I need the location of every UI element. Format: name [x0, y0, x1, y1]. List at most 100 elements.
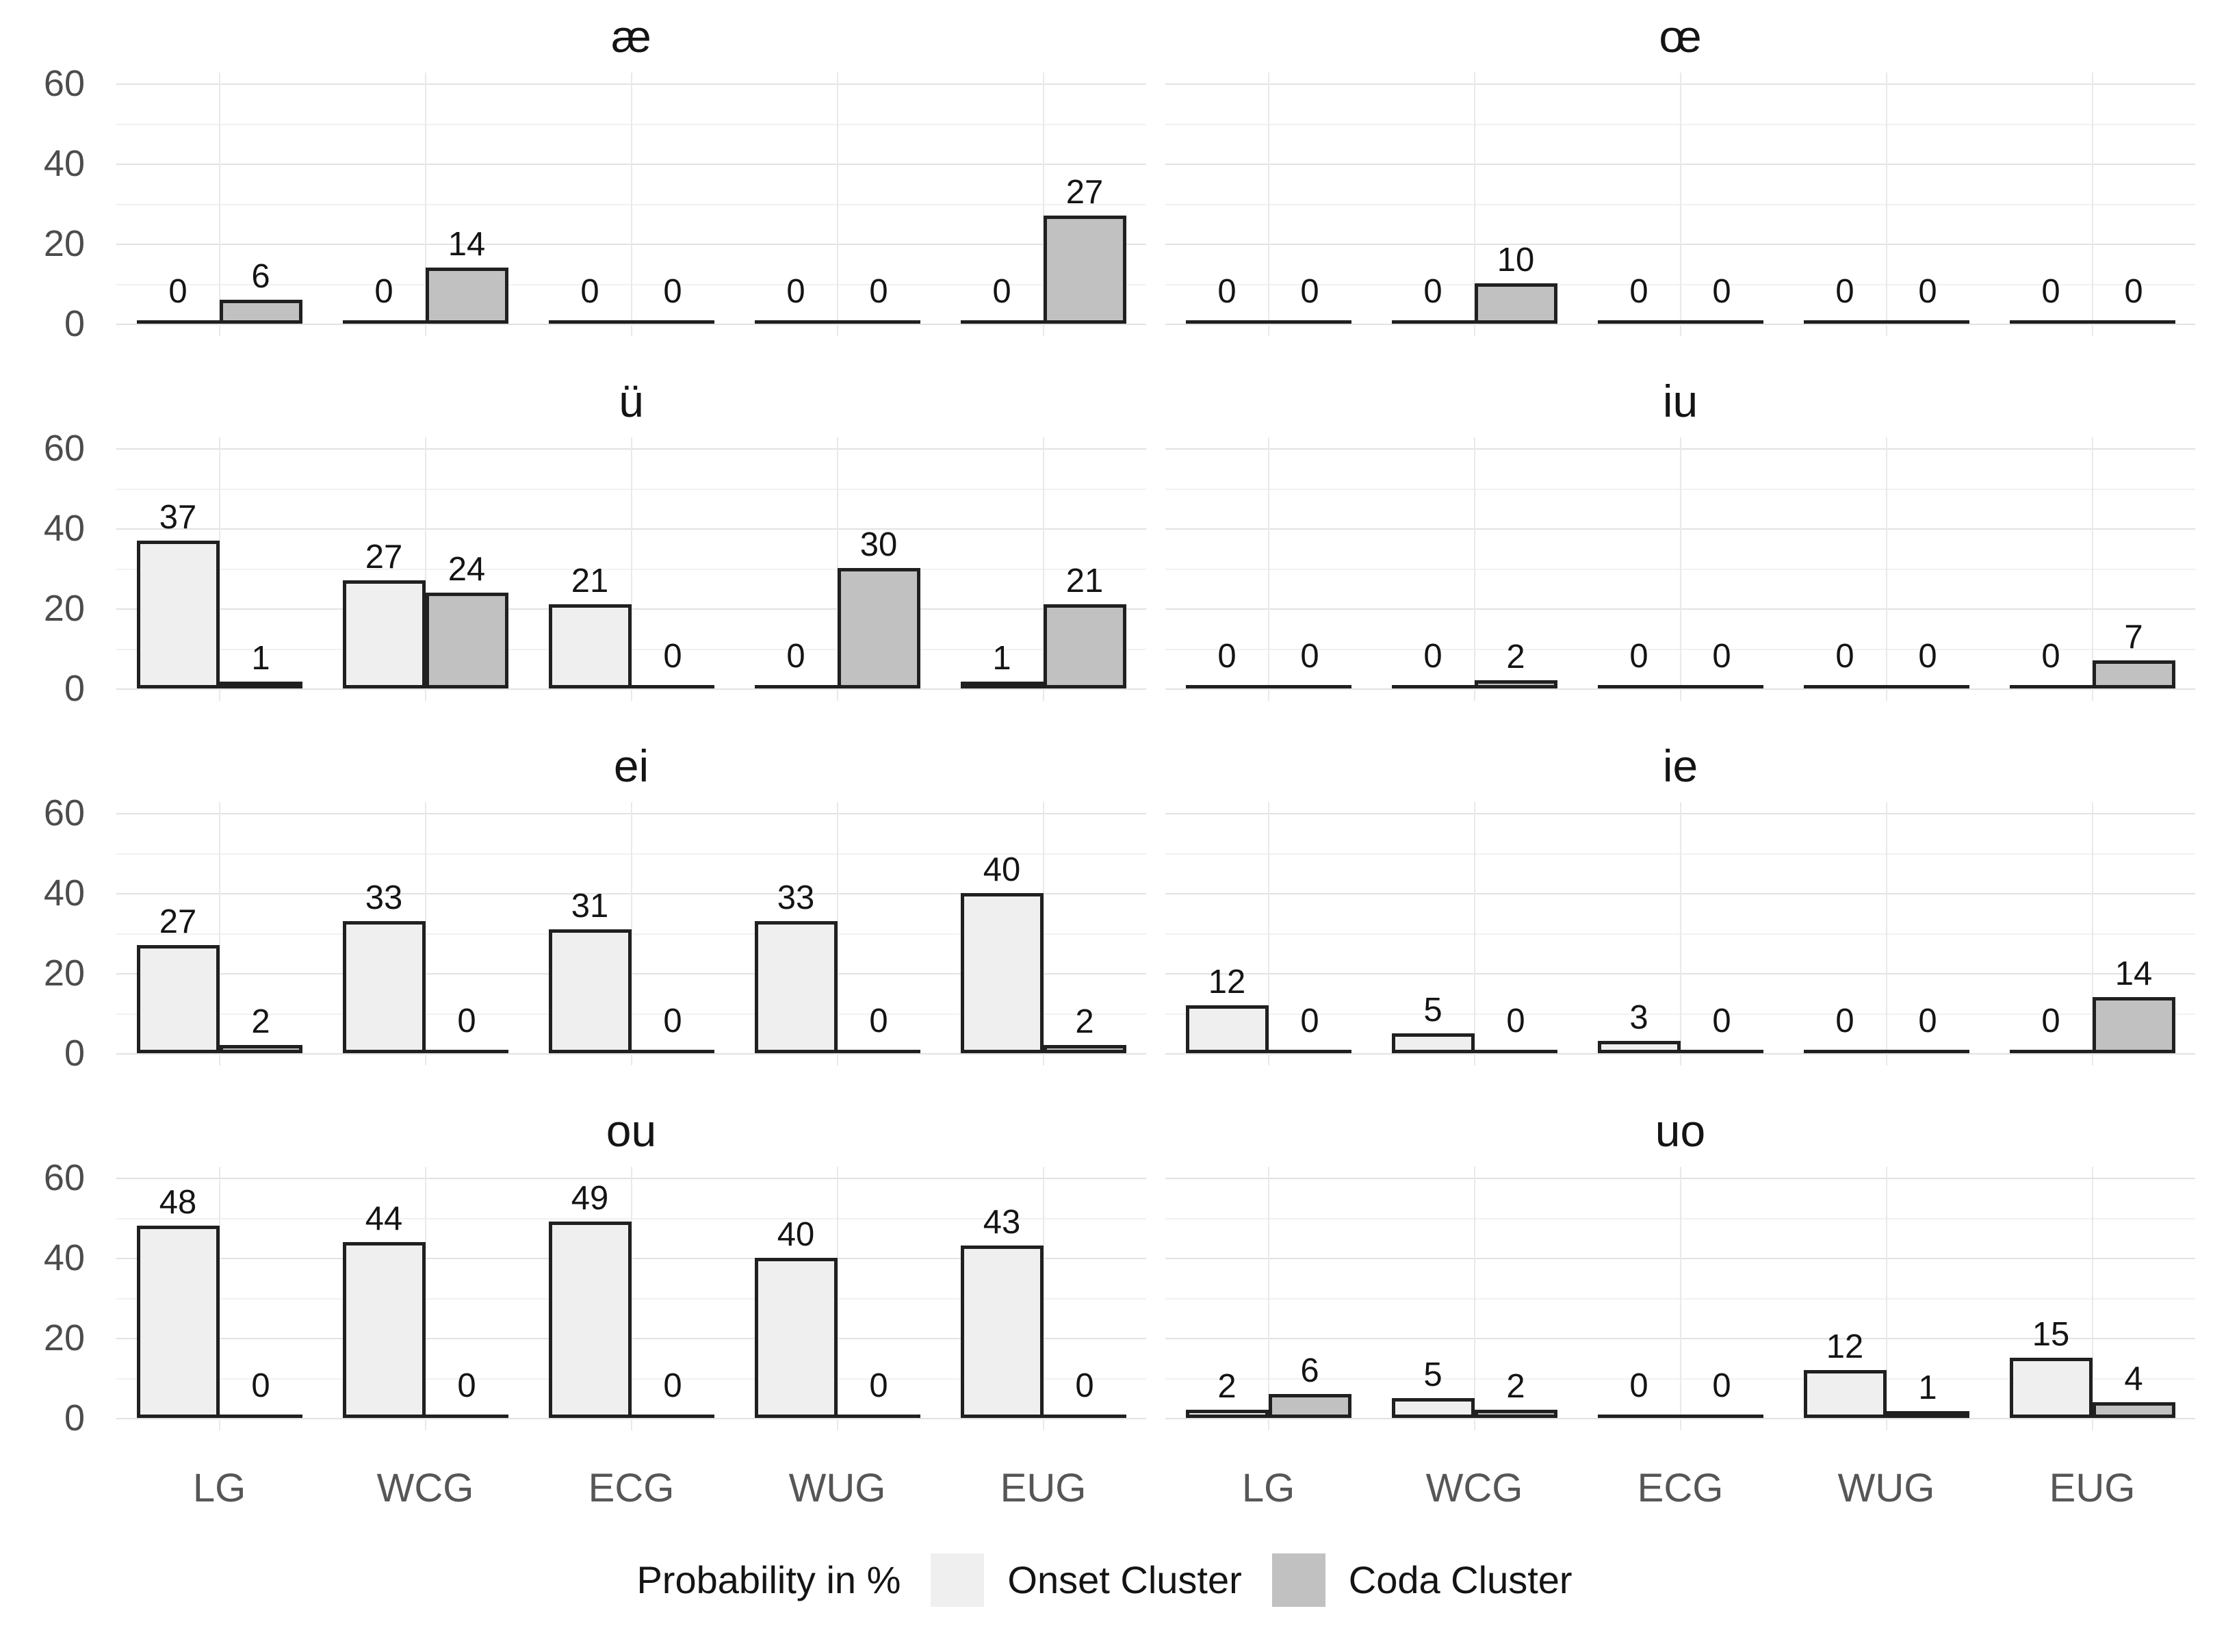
- coda-bar-wrap: 2: [1474, 1369, 1557, 1418]
- coda-bar-wrap: 10: [1474, 242, 1557, 324]
- coda-bar-wrap: 14: [425, 227, 508, 324]
- coda-bar: [631, 1415, 714, 1418]
- y-axis-tick-label: 20: [43, 588, 85, 629]
- coda-bar: [1680, 320, 1763, 324]
- legend-key-coda-swatch: [1271, 1553, 1325, 1607]
- onset-bar: [136, 320, 220, 324]
- coda-bar: [1043, 604, 1126, 688]
- x-axis-tick-label: ECG: [1637, 1466, 1724, 1510]
- coda-bar: [1268, 320, 1351, 324]
- coda-bar-wrap: 4: [2092, 1361, 2175, 1418]
- onset-bar-wrap: 0: [1597, 638, 1681, 688]
- bar-group: 15 4: [1989, 1317, 2195, 1418]
- gridline-v: [218, 802, 220, 1066]
- y-axis-tick-box: 0 20 40 60: [14, 795, 116, 1072]
- onset-bar-wrap: 0: [136, 274, 220, 324]
- plot-area: 0 6 0 14 0 0 0 0 0 27: [116, 73, 1146, 336]
- coda-bar-wrap: 0: [631, 1003, 714, 1053]
- onset-bar-wrap: 5: [1391, 992, 1475, 1053]
- bar-value-label: 0: [457, 1003, 476, 1040]
- y-axis-tick-label: 20: [43, 223, 85, 264]
- onset-bar-wrap: 0: [1391, 274, 1475, 324]
- bar-groups: 2 6 5 2 0 0 12 1 15 4: [1165, 1167, 2195, 1418]
- coda-bar: [631, 320, 714, 324]
- onset-bar-wrap: 0: [1803, 274, 1887, 324]
- onset-bar: [1597, 1415, 1681, 1418]
- legend: Probability in % Onset Cluster Coda Clus…: [14, 1553, 2195, 1607]
- facet-title: ei: [613, 740, 649, 791]
- coda-bar: [1680, 1415, 1763, 1418]
- bar-value-label: 0: [251, 1367, 270, 1404]
- bar-groups: 12 0 5 0 3 0 0 0 0 14: [1165, 802, 2195, 1053]
- bar-value-label: 0: [869, 1003, 888, 1040]
- y-axis-tick-label: 60: [43, 428, 85, 469]
- bar-value-label: 2: [1075, 1003, 1094, 1040]
- bar-value-label: 21: [1065, 563, 1104, 599]
- bar-value-label: 3: [1629, 999, 1648, 1036]
- bar-value-label: 0: [869, 273, 888, 310]
- onset-bar-wrap: 0: [1185, 274, 1269, 324]
- bar-value-label: 0: [663, 273, 682, 310]
- bar-value-label: 33: [777, 879, 815, 916]
- coda-bar: [1680, 685, 1763, 688]
- y-axis-tick-label: 0: [64, 1397, 85, 1438]
- x-axis-tick-label: EUG: [2049, 1466, 2136, 1510]
- bar-value-label: 5: [1423, 1356, 1442, 1393]
- gridline-v: [424, 802, 426, 1066]
- onset-bar-wrap: 0: [754, 638, 838, 688]
- coda-bar-wrap: 0: [631, 273, 714, 324]
- y-axis-tick-label: 40: [43, 508, 85, 549]
- gridline-v: [1679, 802, 1681, 1066]
- facet-row: 0 20 40 60 ü 37 1 27 24 21 0 0 30 1 21 iu 0 0 0 2 0 0 0 0 0 7: [14, 374, 2195, 707]
- bar-value-label: 0: [1712, 1003, 1731, 1040]
- bar-value-label: 2: [1217, 1368, 1237, 1405]
- bar-value-label: 43: [983, 1204, 1021, 1241]
- facet-title: ou: [606, 1105, 657, 1156]
- gridline-v: [218, 437, 220, 701]
- coda-bar: [2092, 1402, 2175, 1418]
- coda-bar-wrap: 0: [219, 1367, 302, 1418]
- coda-bar: [2092, 660, 2175, 688]
- gridline-v: [2091, 1167, 2093, 1430]
- bar-groups: 0 0 0 10 0 0 0 0 0 0: [1165, 73, 2195, 324]
- onset-bar-wrap: 15: [2009, 1317, 2093, 1418]
- onset-bar-wrap: 31: [548, 888, 632, 1053]
- coda-bar-wrap: 0: [837, 1003, 920, 1053]
- bar-group: 43 0: [940, 1204, 1146, 1418]
- bar-value-label: 10: [1497, 242, 1535, 279]
- gridline-v: [1267, 73, 1269, 336]
- coda-bar-wrap: 0: [1886, 274, 1969, 324]
- bar-value-label: 0: [1835, 638, 1854, 675]
- onset-bar-wrap: 0: [754, 274, 838, 324]
- gridline-v: [630, 802, 632, 1066]
- onset-bar: [754, 921, 838, 1053]
- bar-value-label: 27: [159, 903, 197, 940]
- coda-bar: [425, 593, 508, 688]
- onset-bar: [548, 929, 632, 1053]
- onset-bar-wrap: 40: [960, 852, 1044, 1053]
- onset-bar: [1597, 320, 1681, 324]
- coda-bar-wrap: 0: [425, 1003, 508, 1053]
- y-axis-column: 0 20 40 60: [14, 739, 116, 1072]
- onset-bar: [1185, 1410, 1269, 1418]
- gridline-v: [424, 437, 426, 701]
- bar-value-label: 0: [1712, 638, 1731, 675]
- bar-value-label: 27: [1065, 174, 1104, 211]
- coda-bar: [837, 568, 920, 688]
- onset-bar-wrap: 0: [548, 274, 632, 324]
- onset-bar-wrap: 37: [136, 500, 220, 688]
- coda-bar-wrap: 6: [1268, 1353, 1351, 1418]
- coda-bar: [1886, 320, 1969, 324]
- gridline-v: [218, 1167, 220, 1430]
- coda-bar-wrap: 30: [837, 527, 920, 688]
- y-axis-tick-label: 40: [43, 1237, 85, 1278]
- gridline-v: [2091, 802, 2093, 1066]
- bar-value-label: 0: [2124, 273, 2143, 310]
- bar-value-label: 0: [786, 638, 805, 675]
